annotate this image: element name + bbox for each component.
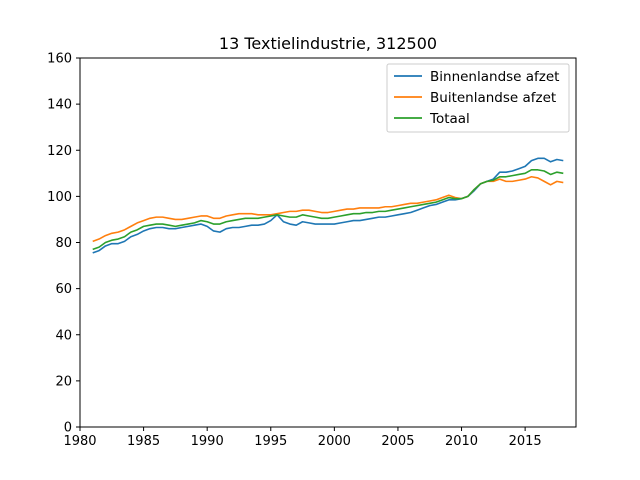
y-tick-label: 160 bbox=[47, 52, 72, 67]
legend-label-2: Buitenlandse afzet bbox=[430, 90, 556, 106]
y-tick-label: 60 bbox=[55, 282, 72, 297]
x-tick-label: 1990 bbox=[191, 434, 224, 449]
y-tick-label: 40 bbox=[55, 328, 72, 343]
x-tick-label: 2010 bbox=[445, 434, 478, 449]
y-tick-label: 80 bbox=[55, 236, 72, 251]
x-tick-label: 2005 bbox=[381, 434, 414, 449]
chart-title: 13 Textielindustrie, 312500 bbox=[219, 34, 437, 53]
y-tick-label: 100 bbox=[47, 190, 72, 205]
plot-area bbox=[92, 157, 564, 254]
y-tick-label: 140 bbox=[47, 98, 72, 113]
legend-box bbox=[386, 63, 570, 133]
axes: 1980 1985 1990 1995 2000 2005 2010 2015 0 20 40 60 8… bbox=[47, 52, 577, 449]
legend-label-1: Binnenlandse afzet bbox=[430, 69, 559, 85]
x-tick-label: 1995 bbox=[254, 434, 287, 449]
legend-label-3: Totaal bbox=[429, 111, 470, 127]
y-tick-label: 0 bbox=[64, 421, 72, 436]
x-tick-label: 2015 bbox=[509, 434, 542, 449]
series-line-3 bbox=[92, 169, 564, 251]
legend: Binnenlandse afzet Buitenlandse afzet Tota… bbox=[386, 63, 570, 133]
x-tick-label: 2000 bbox=[318, 434, 351, 449]
x-tick-label: 1985 bbox=[127, 434, 160, 449]
y-tick-label: 120 bbox=[47, 144, 72, 159]
y-tick-label: 20 bbox=[55, 374, 72, 389]
x-tick-label: 1980 bbox=[63, 434, 96, 449]
